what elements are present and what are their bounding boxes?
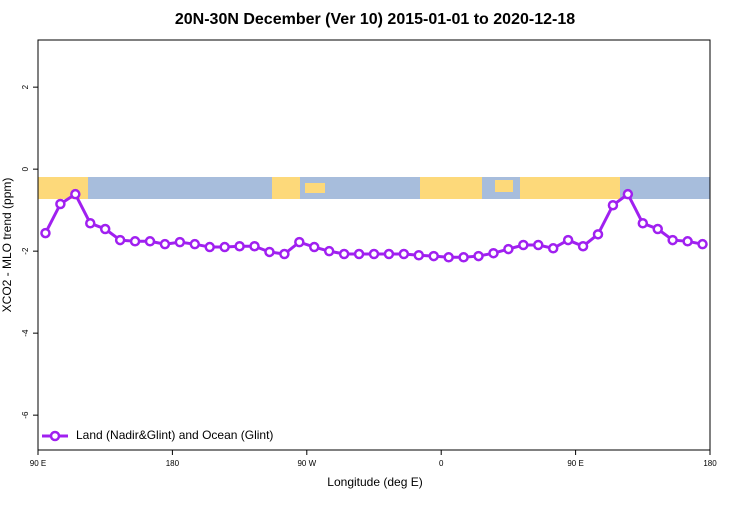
- x-tick-label: 0: [439, 459, 444, 468]
- data-point: [503, 243, 514, 255]
- plot-frame: [37, 39, 711, 451]
- x-tick-label: 90 W: [297, 459, 316, 468]
- data-point: [234, 240, 245, 252]
- data-point: [697, 238, 708, 250]
- data-point: [488, 247, 499, 259]
- y-tick-label: -6: [21, 411, 30, 419]
- map-band: [38, 177, 710, 199]
- data-point: [70, 188, 81, 200]
- y-tick-label: 2: [21, 84, 30, 89]
- data-point: [458, 252, 469, 263]
- data-point: [667, 234, 678, 246]
- data-point: [413, 250, 425, 261]
- data-point: [55, 198, 66, 210]
- data-point: [682, 236, 693, 247]
- data-point: [353, 248, 365, 260]
- legend-marker: [49, 430, 61, 442]
- legend-label: Land (Nadir&Glint) and Ocean (Glint): [76, 428, 273, 442]
- data-point: [279, 248, 290, 260]
- x-tick-label: 90 E: [30, 459, 46, 468]
- data-point: [129, 236, 141, 247]
- data-point: [592, 229, 604, 240]
- data-point: [383, 248, 395, 260]
- data-point: [547, 243, 559, 254]
- data-point: [174, 236, 186, 248]
- y-axis-label: XCO2 - MLO trend (ppm): [0, 178, 14, 313]
- data-point: [338, 248, 350, 260]
- data-point: [562, 234, 574, 246]
- data-point: [473, 250, 484, 262]
- data-point: [189, 238, 201, 250]
- data-point: [533, 239, 544, 251]
- data-point: [577, 240, 589, 252]
- data-point: [368, 248, 380, 260]
- data-point: [323, 245, 335, 257]
- data-point: [428, 250, 439, 262]
- data-point: [159, 238, 171, 250]
- data-point: [85, 218, 96, 229]
- series-line: [44, 191, 703, 259]
- data-point: [398, 248, 410, 260]
- x-tick-label: 90 E: [567, 459, 583, 468]
- y-tick-label: -2: [21, 247, 30, 255]
- x-tick-label: 180: [703, 459, 717, 468]
- data-point: [144, 236, 156, 247]
- chart-title: 20N-30N December (Ver 10) 2015-01-01 to …: [175, 11, 575, 28]
- data-point: [518, 239, 529, 251]
- data-point: [309, 241, 320, 253]
- data-point: [443, 252, 454, 263]
- data-point: [204, 241, 215, 253]
- y-tick-label: -4: [21, 329, 30, 337]
- x-tick-label: 180: [166, 459, 180, 468]
- data-point: [637, 218, 649, 229]
- data-point: [99, 223, 111, 235]
- data-point: [622, 188, 634, 200]
- y-tick-label: 0: [21, 166, 30, 171]
- x-axis-label: Longitude (deg E): [327, 475, 422, 489]
- data-point: [264, 246, 275, 258]
- data-point: [114, 234, 126, 246]
- data-point: [219, 241, 230, 253]
- data-point: [294, 236, 305, 248]
- data-point: [607, 199, 619, 211]
- data-point: [652, 223, 663, 235]
- data-point: [40, 227, 51, 239]
- data-point: [249, 240, 260, 252]
